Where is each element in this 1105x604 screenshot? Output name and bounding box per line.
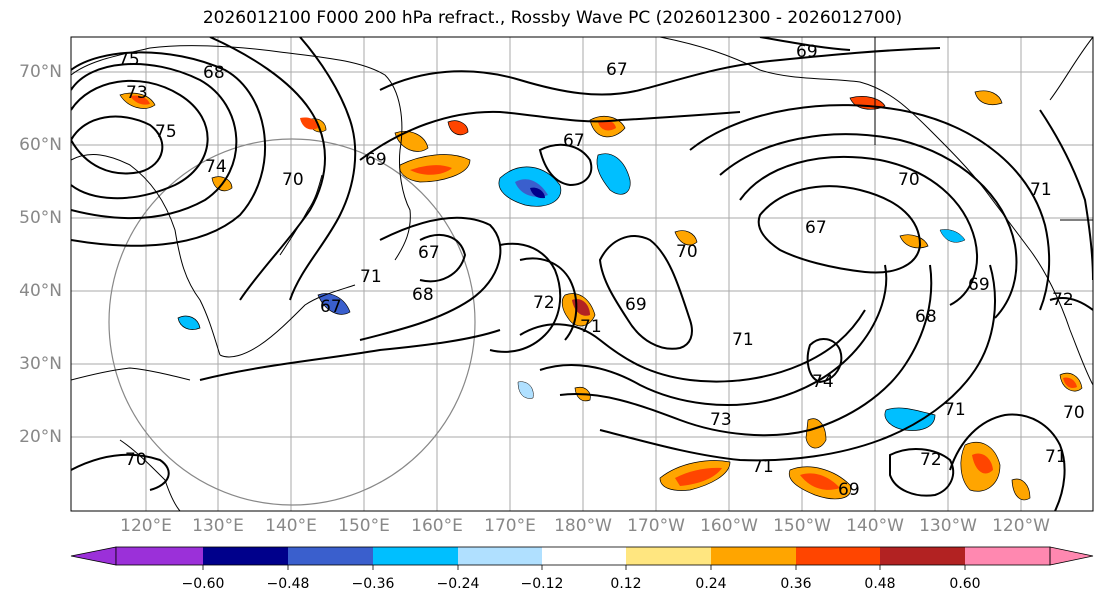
lon-label-180w: 180°W: [554, 516, 612, 536]
colorbar-tick-label: −0.24: [436, 576, 480, 592]
colorbar: [70, 546, 1094, 570]
contour-label: 67: [320, 297, 342, 317]
contour-label: 67: [418, 243, 440, 263]
graticule: [71, 37, 1093, 511]
colorbar-segment: [626, 547, 711, 565]
lon-label-130e: 130°E: [192, 516, 244, 536]
lon-label-120e: 120°E: [120, 516, 172, 536]
contour-label: 69: [625, 295, 647, 315]
lon-label-160e: 160°E: [411, 516, 463, 536]
lon-label-150w: 150°W: [773, 516, 831, 536]
contour-label: 73: [126, 83, 148, 103]
lat-label-40n: 40°N: [19, 281, 62, 301]
lon-label-140w: 140°W: [846, 516, 904, 536]
contour-label: 70: [282, 170, 304, 190]
map-title: 2026012100 F000 200 hPa refract., Rossby…: [202, 8, 903, 28]
contour-labels: 75 73 75 74 70 69 67 67 71 68 69 67 70 6…: [118, 42, 1085, 500]
contour-label: 72: [533, 293, 555, 313]
contour-label: 70: [125, 450, 147, 470]
colorbar-segment: [458, 547, 542, 565]
contour-label: 75: [118, 50, 140, 70]
contour-label: 70: [898, 170, 920, 190]
lat-label-70n: 70°N: [19, 62, 62, 82]
colorbar-tick-label: 0.60: [949, 576, 981, 592]
contour-label: 73: [710, 410, 732, 430]
lon-label-160w: 160°W: [700, 516, 758, 536]
contour-label: 67: [563, 131, 585, 151]
colorbar-segment: [711, 547, 796, 565]
colorbar-tick-label: −0.12: [520, 576, 564, 592]
colorbar-segment: [542, 547, 626, 565]
contour-label: 68: [203, 63, 225, 83]
contour-label: 68: [412, 285, 434, 305]
contour-label: 71: [752, 457, 774, 477]
contour-label: 75: [155, 122, 177, 142]
lat-label-60n: 60°N: [19, 135, 62, 155]
colorbar-underflow: [70, 546, 117, 566]
contour-label: 67: [805, 218, 827, 238]
contour-label: 72: [920, 450, 942, 470]
contour-label: 71: [1030, 180, 1052, 200]
contour-lines: [71, 37, 1093, 511]
colorbar-segment: [965, 547, 1050, 565]
colorbar-tick-label: −0.36: [351, 576, 395, 592]
lat-label-50n: 50°N: [19, 208, 62, 228]
colorbar-segment: [203, 547, 288, 565]
contour-label: 69: [365, 150, 387, 170]
lon-label-150e: 150°E: [338, 516, 390, 536]
colorbar-tick-label: −0.48: [266, 576, 310, 592]
contour-label: 69: [838, 480, 860, 500]
contour-label: 69: [968, 275, 990, 295]
map-frame: [70, 36, 1094, 512]
lat-label-20n: 20°N: [19, 427, 62, 447]
contour-label: 71: [732, 330, 754, 350]
colorbar-segment: [288, 547, 373, 565]
contour-label: 71: [580, 317, 602, 337]
contour-label: 69: [796, 42, 818, 62]
colorbar-tick-label: −0.60: [181, 576, 225, 592]
contour-label: 71: [944, 400, 966, 420]
shading-patches: [119, 90, 1083, 501]
colorbar-segment: [373, 547, 458, 565]
contour-label: 71: [360, 267, 382, 287]
lon-label-170e: 170°E: [484, 516, 536, 536]
colorbar-overflow: [1049, 546, 1094, 566]
contour-label: 74: [812, 372, 834, 392]
contour-label: 70: [676, 242, 698, 262]
lon-label-130w: 130°W: [919, 516, 977, 536]
coastlines: [71, 37, 1093, 511]
colorbar-tick-label: 0.12: [610, 576, 642, 592]
lat-label-30n: 30°N: [19, 354, 62, 374]
lon-label-170w: 170°W: [627, 516, 685, 536]
contour-label: 71: [1045, 447, 1067, 467]
colorbar-segment: [796, 547, 880, 565]
contour-label: 70: [1063, 403, 1085, 423]
contour-label: 68: [915, 307, 937, 327]
colorbar-segment: [880, 547, 965, 565]
colorbar-tick-label: 0.48: [864, 576, 896, 592]
colorbar-tick-label: 0.36: [780, 576, 812, 592]
contour-label: 72: [1052, 290, 1074, 310]
contour-label: 74: [205, 157, 227, 177]
contour-label: 67: [606, 60, 628, 80]
reference-circle: [108, 138, 476, 506]
lon-label-140e: 140°E: [265, 516, 317, 536]
lon-label-120w: 120°W: [992, 516, 1050, 536]
colorbar-tick-label: 0.24: [695, 576, 727, 592]
colorbar-segment: [116, 547, 203, 565]
